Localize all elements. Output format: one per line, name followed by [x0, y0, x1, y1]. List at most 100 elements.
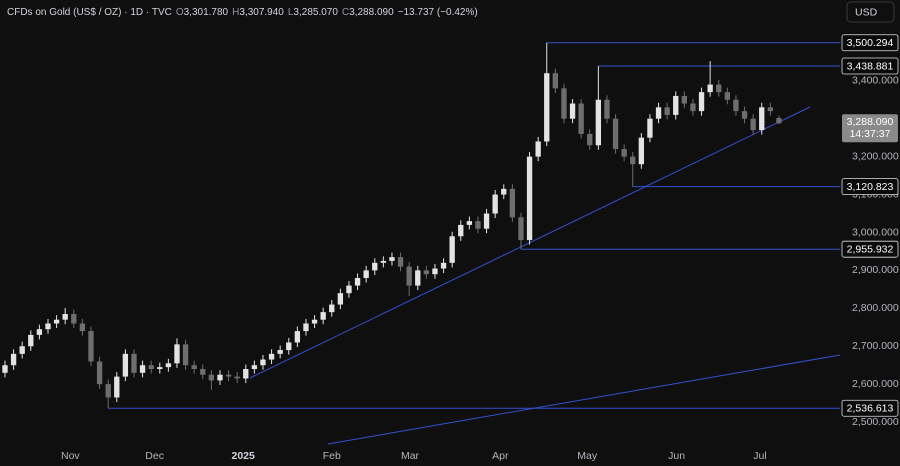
y-tick-label: 3,000.000: [852, 226, 899, 238]
ohlc-value: 3,285.070: [293, 7, 338, 18]
level-label: 3,120.823: [847, 181, 894, 193]
candle-body: [122, 353, 129, 377]
symbol-title: CFDs on Gold (US$ / OZ) · 1D · TVC: [7, 7, 172, 18]
last-price-box: [842, 114, 898, 143]
candle-body: [604, 99, 610, 119]
currency[interactable]: USD: [855, 6, 878, 18]
candle-body: [208, 374, 215, 381]
y-tick-label: 2,500.000: [852, 416, 899, 428]
candle-body: [354, 277, 361, 286]
candle-body: [234, 376, 240, 379]
candle-body: [535, 141, 541, 157]
candle-body: [415, 270, 421, 286]
candle-body: [114, 376, 120, 398]
candle-body: [716, 84, 722, 93]
candle-body: [53, 319, 60, 324]
candle-body: [690, 103, 696, 112]
candle-body: [544, 73, 550, 142]
candle-body: [552, 73, 559, 89]
change: −13.737 (−0.42%): [398, 7, 478, 18]
candle-body: [707, 84, 713, 93]
candle-body: [320, 312, 326, 320]
candle-body: [655, 107, 662, 119]
candle-body: [458, 224, 464, 237]
candle-body: [698, 92, 705, 112]
candle-body: [432, 268, 438, 275]
candle-body: [174, 344, 180, 364]
candle-body: [406, 266, 412, 286]
candle-body: [449, 236, 455, 263]
candle-body: [88, 331, 94, 362]
candle-body: [71, 314, 77, 324]
x-tick-label: Feb: [323, 450, 341, 462]
candle-body: [45, 323, 51, 330]
ohlc-key: L: [288, 7, 294, 18]
candle-body: [225, 374, 232, 377]
ohlc-value: 3,288.090: [349, 7, 394, 18]
candle-body: [2, 365, 8, 373]
candle-body: [492, 194, 498, 214]
x-tick-label: Dec: [145, 450, 164, 462]
level-label-box: [841, 178, 899, 196]
candle-body: [294, 331, 301, 343]
candle-body: [157, 367, 163, 370]
candle-body: [62, 314, 68, 320]
y-tick-label: 2,700.000: [852, 340, 899, 352]
y-tick-label: 3,400.000: [852, 75, 899, 87]
level-label-box: [841, 34, 899, 52]
y-tick-label: 2,800.000: [852, 302, 899, 314]
currency-button[interactable]: [846, 1, 895, 23]
candle-body: [595, 99, 602, 146]
ohlc-key: H: [232, 7, 239, 18]
candle-body: [380, 260, 387, 263]
level-label-box: [841, 240, 899, 258]
x-tick-label: Jul: [753, 450, 766, 462]
candle-body: [277, 350, 283, 354]
candle-body: [36, 329, 43, 335]
candle-body: [389, 257, 395, 261]
ohlc-value: 3,307.940: [239, 7, 284, 18]
candle-body: [311, 319, 318, 324]
candle-body: [423, 270, 430, 275]
candle-body: [741, 111, 748, 119]
x-tick-label: Nov: [61, 450, 80, 462]
candle-body: [363, 270, 369, 278]
candle-body: [329, 304, 335, 313]
legend-header: CFDs on Gold (US$ / OZ) · 1D · TVC O3,301…: [7, 7, 478, 18]
x-tick-label: Jun: [668, 450, 685, 462]
axis-layer: 2,500.000 2,600.000 2,700.000 2,800.000 2,90…: [61, 75, 899, 462]
candle-body: [440, 262, 447, 269]
candle-body: [681, 95, 688, 104]
x-tick-label: May: [577, 450, 598, 462]
candle-body: [475, 221, 481, 229]
level-label-box: [841, 57, 899, 75]
candle-body: [466, 221, 473, 225]
candle-body: [647, 118, 653, 138]
candle-body: [10, 353, 17, 366]
y-tick-label: 2,600.000: [852, 378, 899, 390]
candle-body: [346, 285, 352, 294]
candle-body: [509, 188, 516, 218]
candle-body: [630, 156, 636, 165]
candle-body: [759, 107, 765, 131]
candle-body: [578, 103, 584, 134]
last-price: 3,288.090: [847, 116, 894, 128]
candle-body: [673, 95, 679, 115]
candle-body: [526, 156, 533, 241]
candle-body: [79, 323, 86, 332]
candle-body: [518, 217, 524, 241]
candle-body: [286, 342, 292, 351]
ohlc-key: C: [342, 7, 349, 18]
candle-body: [664, 107, 670, 115]
candle-body: [621, 149, 627, 157]
levels: [108, 42, 840, 409]
ohlc-key: O: [176, 7, 184, 18]
trend-line: [327, 354, 841, 445]
candle-body: [191, 365, 197, 370]
candle-body: [96, 361, 103, 385]
candle-body: [638, 137, 645, 165]
level-label: 3,438.881: [847, 60, 894, 72]
candle-body: [303, 323, 309, 332]
